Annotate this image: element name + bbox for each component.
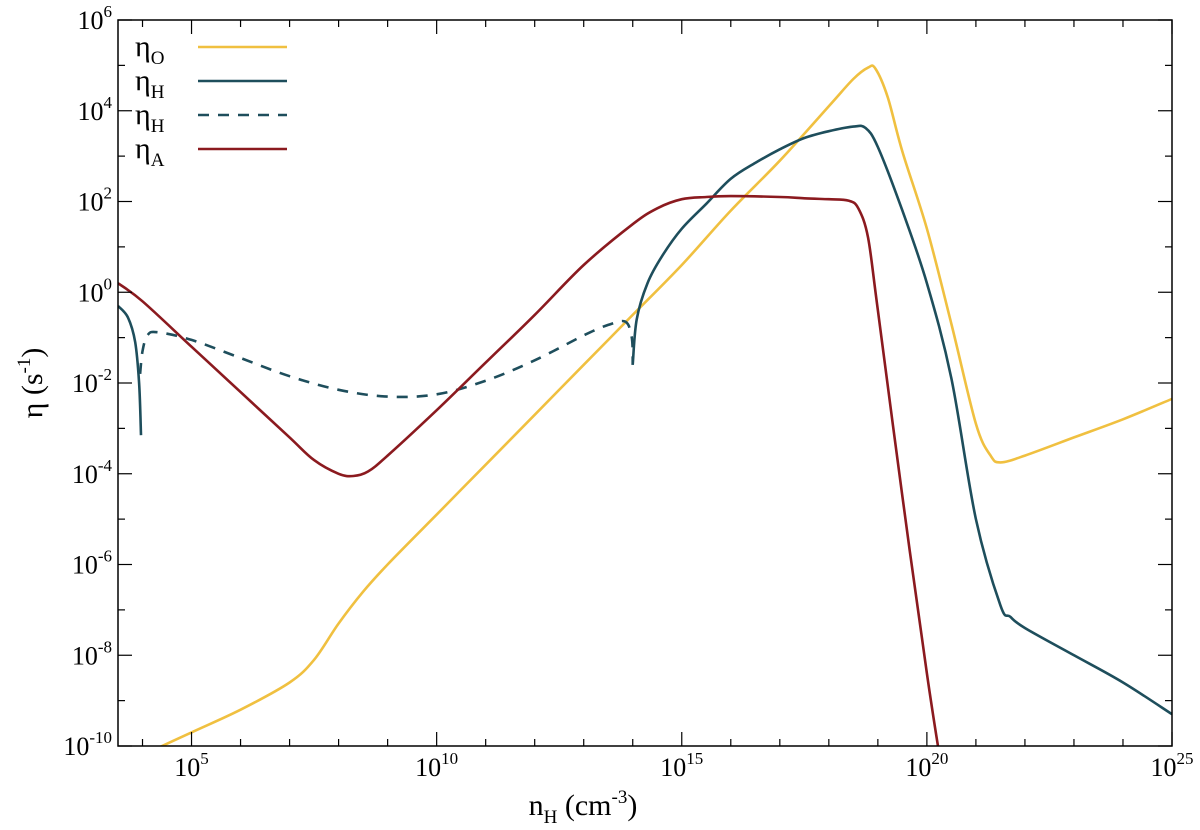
series-line-eta-h-negative [138, 319, 634, 399]
legend-label: ηH [135, 64, 165, 103]
y-tick-label: 10-10 [63, 728, 112, 761]
series-line-eta-o [159, 64, 1172, 746]
series-layer [118, 64, 1172, 746]
tick-label-layer: 105 1010 1015 1020 1025 10-10 10-8 10-6 10-4 10-2… [63, 2, 1193, 782]
x-tick-label: 1015 [660, 749, 703, 782]
series-line-eta-h [118, 305, 143, 436]
y-tick-label: 100 [78, 274, 113, 307]
y-tick-label: 104 [78, 93, 113, 126]
x-tick-label: 1020 [905, 749, 948, 782]
y-tick-label: 10-6 [72, 547, 112, 580]
series-line-eta-a [118, 194, 940, 746]
plot-frame [117, 19, 1173, 747]
y-tick-label: 102 [78, 184, 113, 217]
tick-layer [118, 19, 1173, 747]
x-tick-label: 105 [174, 749, 209, 782]
y-tick-label: 10-4 [72, 456, 113, 489]
y-axis-label: η (s-1) [14, 348, 49, 419]
legend-label: ηA [135, 132, 165, 171]
y-tick-label: 10-2 [72, 365, 112, 398]
x-tick-label: 1010 [415, 749, 458, 782]
y-tick-label: 106 [78, 2, 113, 35]
x-axis-label: nH (cm-3) [529, 787, 638, 828]
series-line-eta-h [631, 124, 1172, 716]
legend-label: ηO [135, 30, 164, 69]
y-tick-label: 10-8 [72, 637, 112, 670]
legend-label: ηH [135, 98, 165, 137]
x-tick-label: 1025 [1151, 749, 1194, 782]
